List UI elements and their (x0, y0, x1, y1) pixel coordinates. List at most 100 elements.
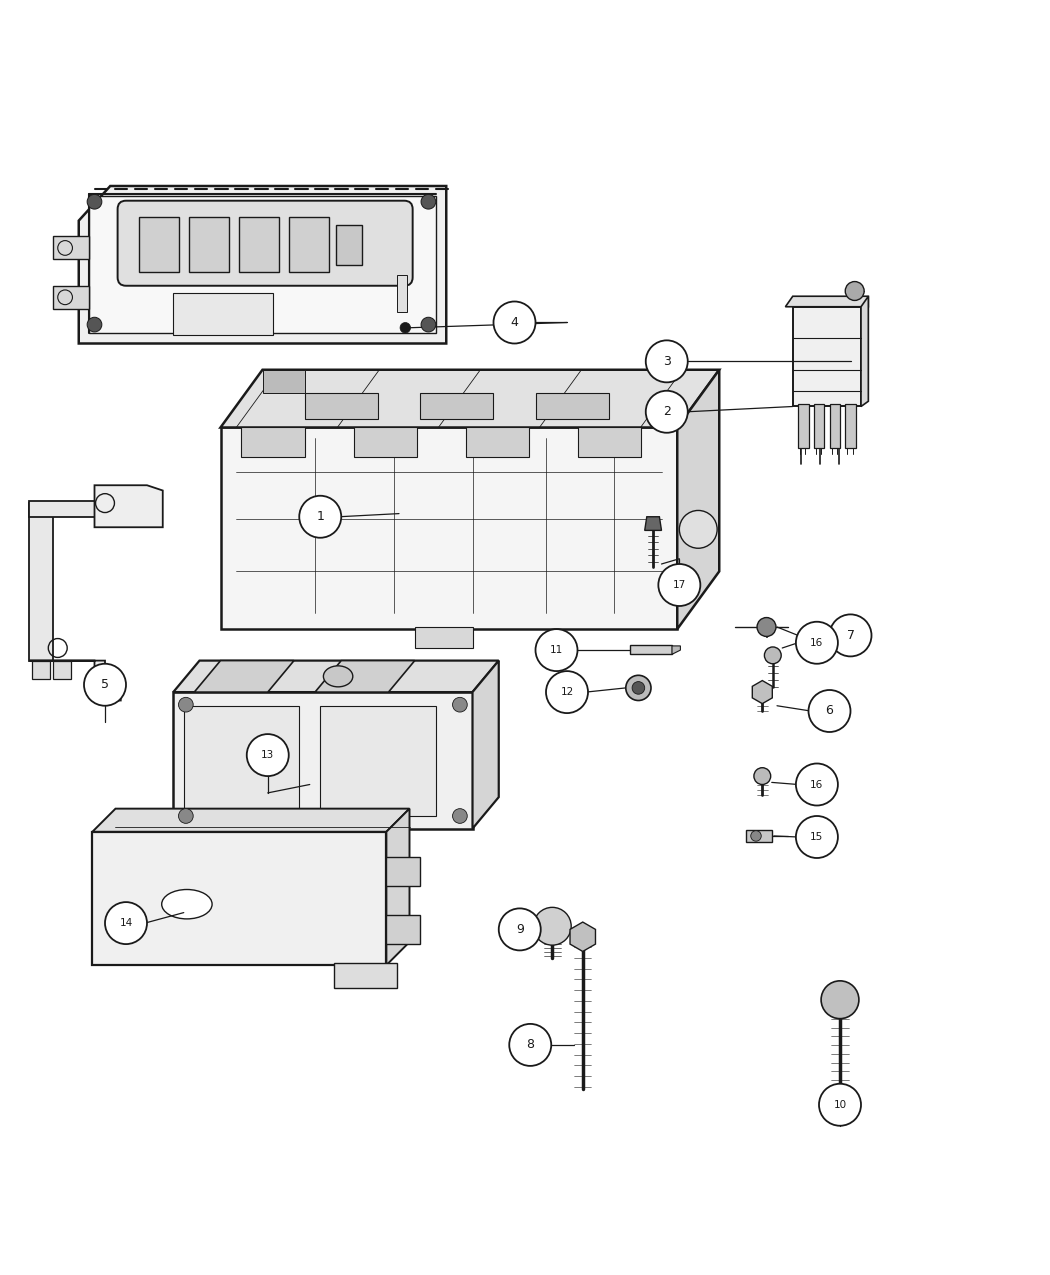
Text: 1: 1 (316, 510, 324, 523)
Polygon shape (472, 660, 499, 829)
Circle shape (751, 831, 761, 842)
Bar (420, 393, 493, 419)
Circle shape (646, 390, 688, 432)
Text: 13: 13 (261, 750, 274, 760)
Circle shape (87, 317, 102, 332)
Polygon shape (220, 370, 719, 427)
Bar (814, 404, 824, 449)
Text: 16: 16 (811, 779, 823, 789)
Polygon shape (677, 370, 719, 629)
Bar (289, 218, 329, 272)
Polygon shape (173, 692, 473, 829)
Polygon shape (645, 516, 662, 530)
Text: 12: 12 (561, 687, 573, 697)
Circle shape (84, 664, 126, 706)
Circle shape (105, 903, 147, 944)
Circle shape (821, 980, 859, 1019)
Polygon shape (89, 196, 436, 333)
Circle shape (421, 194, 436, 209)
Circle shape (509, 1024, 551, 1066)
Bar (239, 218, 279, 272)
Circle shape (499, 908, 541, 950)
Text: 8: 8 (526, 1038, 534, 1052)
Text: 16: 16 (811, 638, 823, 648)
Bar (845, 404, 856, 449)
Text: 2: 2 (663, 405, 671, 418)
Circle shape (178, 808, 193, 824)
Bar (189, 218, 229, 272)
Circle shape (819, 1084, 861, 1126)
Polygon shape (220, 427, 677, 629)
Circle shape (453, 697, 467, 711)
Bar (386, 914, 420, 944)
Circle shape (494, 301, 536, 343)
Circle shape (754, 768, 771, 784)
Polygon shape (94, 486, 163, 528)
Circle shape (796, 816, 838, 858)
Polygon shape (92, 808, 410, 831)
Bar (397, 275, 407, 312)
Circle shape (679, 510, 717, 548)
Bar (320, 706, 436, 816)
Ellipse shape (162, 890, 212, 919)
Bar (304, 393, 378, 419)
Polygon shape (173, 660, 499, 692)
Text: 17: 17 (673, 580, 686, 590)
Text: 14: 14 (120, 918, 132, 928)
Circle shape (796, 764, 838, 806)
Circle shape (626, 676, 651, 700)
Text: 10: 10 (834, 1100, 846, 1109)
Bar (262, 370, 304, 393)
Bar (52, 236, 89, 260)
Text: 15: 15 (811, 833, 823, 842)
Circle shape (830, 615, 871, 657)
Text: 3: 3 (663, 354, 671, 368)
Bar (173, 293, 273, 335)
Circle shape (533, 908, 571, 945)
Bar (386, 857, 420, 886)
Bar (32, 660, 50, 680)
Polygon shape (793, 307, 861, 407)
Text: 4: 4 (510, 316, 519, 329)
Polygon shape (386, 808, 410, 965)
Bar (336, 224, 362, 265)
Polygon shape (315, 660, 415, 692)
Circle shape (178, 697, 193, 711)
Bar (354, 427, 417, 456)
Polygon shape (29, 660, 121, 700)
Bar (29, 501, 155, 516)
Polygon shape (194, 660, 294, 692)
Circle shape (658, 564, 700, 606)
Bar (536, 393, 609, 419)
Text: 5: 5 (101, 678, 109, 691)
Circle shape (247, 734, 289, 776)
Circle shape (764, 646, 781, 664)
Ellipse shape (323, 666, 353, 687)
Bar (184, 706, 299, 816)
Circle shape (546, 671, 588, 713)
Circle shape (796, 622, 838, 664)
Text: 6: 6 (825, 705, 834, 718)
Circle shape (299, 496, 341, 538)
Bar (52, 286, 89, 309)
Bar (334, 963, 397, 988)
Circle shape (453, 808, 467, 824)
Circle shape (845, 282, 864, 301)
Circle shape (421, 317, 436, 332)
Bar (578, 427, 640, 456)
Circle shape (808, 690, 850, 732)
Bar (242, 427, 304, 456)
Bar (746, 830, 772, 843)
Text: 9: 9 (516, 923, 524, 936)
Polygon shape (92, 831, 386, 965)
Bar (465, 427, 528, 456)
Text: 11: 11 (550, 645, 563, 655)
Circle shape (536, 629, 578, 671)
Circle shape (400, 323, 411, 333)
Polygon shape (861, 296, 868, 407)
Bar (52, 660, 71, 680)
Bar (830, 404, 840, 449)
Bar (630, 645, 672, 654)
FancyBboxPatch shape (118, 200, 413, 286)
Circle shape (632, 682, 645, 694)
